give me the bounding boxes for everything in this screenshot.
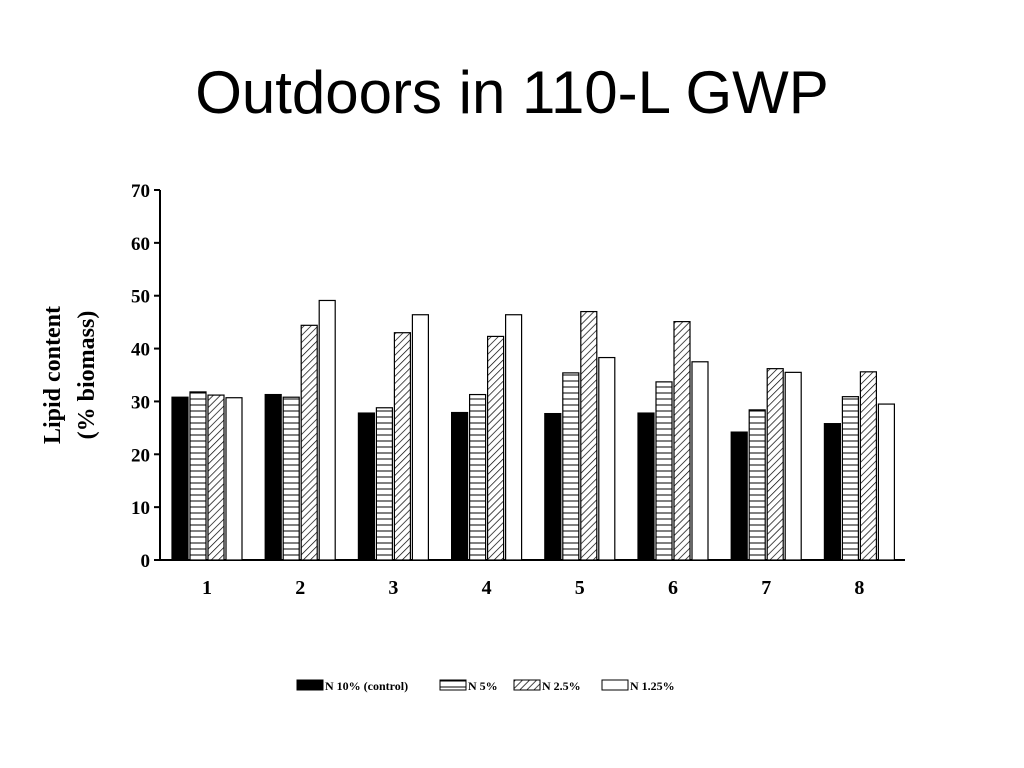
legend-label: N 1.25% (630, 679, 675, 693)
bar-n-2-5-cat-1 (207, 394, 225, 561)
bar-n-5-cat-8 (841, 396, 860, 561)
bar-n-2-5-cat-3 (393, 332, 411, 561)
bar-n-5-cat-6 (655, 381, 673, 561)
bar-n-10-control-cat-1 (171, 396, 189, 561)
x-tick-label: 2 (295, 577, 305, 599)
bar-n-2-5-cat-2 (300, 324, 318, 561)
legend-swatch (513, 679, 541, 691)
y-axis-label: Lipid content (40, 306, 66, 444)
legend-swatch (439, 679, 467, 691)
bar-n-1-25-cat-4 (505, 314, 523, 561)
legend-label: N 2.5% (542, 679, 581, 693)
y-tick-label: 20 (131, 445, 150, 466)
y-tick-label: 40 (131, 340, 150, 361)
bar-n-2-5-cat-4 (487, 335, 505, 561)
chart-bars (171, 299, 896, 561)
bar-n-5-cat-2 (282, 396, 300, 561)
bar-n-1-25-cat-1 (225, 397, 243, 561)
x-tick-label: 7 (761, 577, 771, 599)
bar-n-10-control-cat-4 (451, 411, 469, 561)
x-tick-label: 6 (668, 577, 678, 599)
bar-n-5-cat-1 (189, 391, 207, 561)
chart-legend: N 10% (control) N 5% N 2.5% N 1.25% (296, 679, 675, 693)
legend-swatch (296, 679, 324, 691)
slide-title: Outdoors in 110-L GWP (195, 59, 829, 126)
y-tick-label: 70 (131, 181, 150, 202)
bar-n-1-25-cat-7 (784, 371, 802, 561)
y-tick-label: 10 (131, 498, 150, 519)
bar-n-10-control-cat-2 (264, 393, 282, 561)
bar-n-2-5-cat-5 (580, 310, 598, 561)
legend-label: N 10% (control) (325, 679, 408, 693)
bar-n-5-cat-7 (748, 409, 766, 561)
chart-labels: 0 10 20 30 40 50 60 70 Lipid content (% biomass) 1… (40, 181, 864, 599)
bar-n-10-control-cat-8 (823, 423, 842, 561)
bar-n-5-cat-4 (469, 393, 487, 561)
bar-n-10-control-cat-6 (637, 412, 655, 561)
bar-n-2-5-cat-6 (673, 321, 691, 561)
bar-n-2-5-cat-8 (859, 371, 878, 561)
legend-swatch (601, 679, 629, 691)
x-tick-label: 5 (575, 577, 585, 599)
y-tick-label: 60 (131, 234, 150, 255)
y-tick-label: 0 (141, 551, 151, 572)
x-tick-label: 3 (388, 577, 398, 599)
bar-n-1-25-cat-3 (411, 314, 429, 561)
bar-n-1-25-cat-6 (691, 361, 709, 561)
bar-n-5-cat-3 (375, 407, 393, 561)
y-axis-label: (% biomass) (74, 311, 100, 440)
bar-n-5-cat-5 (562, 372, 580, 561)
legend-label: N 5% (468, 679, 498, 693)
bar-n-1-25-cat-5 (598, 356, 616, 561)
bar-n-2-5-cat-7 (766, 368, 784, 561)
bar-n-10-control-cat-3 (357, 412, 375, 561)
bar-n-10-control-cat-5 (544, 412, 562, 561)
x-tick-label: 4 (482, 577, 492, 599)
y-tick-label: 30 (131, 392, 150, 413)
x-tick-label: 8 (854, 577, 864, 599)
bar-n-10-control-cat-7 (730, 431, 748, 561)
bar-n-1-25-cat-2 (318, 299, 336, 561)
y-tick-label: 50 (131, 287, 150, 308)
bar-n-1-25-cat-8 (877, 403, 896, 561)
x-tick-label: 1 (202, 577, 212, 599)
